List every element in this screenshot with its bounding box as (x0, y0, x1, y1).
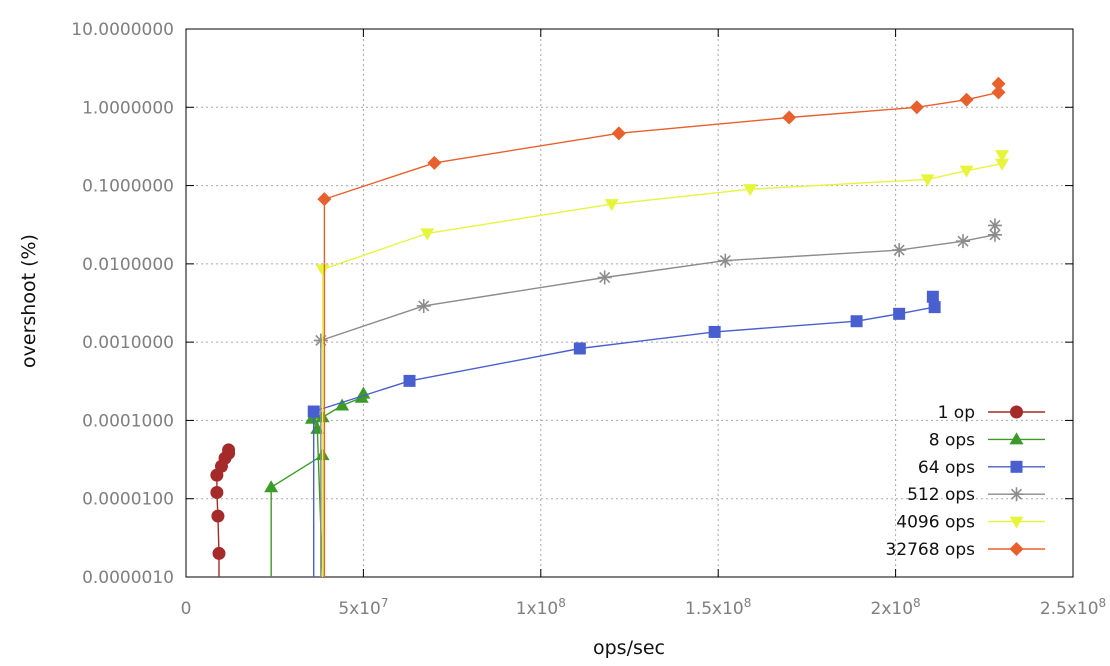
series-line (320, 225, 996, 577)
x-tick-label: 1.5x108 (685, 596, 751, 619)
data-point (959, 165, 974, 178)
series-4096-ops (315, 150, 1010, 577)
axes: 0 5x107 1x108 1.5x108 2x108 2.5x108 0.0000010 0… (71, 20, 1106, 619)
y-tick-label: 0.0001000 (82, 411, 174, 431)
x-tick-label: 1x108 (516, 596, 566, 619)
series-32768-ops (317, 76, 1006, 577)
data-point (987, 218, 1002, 233)
y-tick-label: 10.0000000 (71, 20, 174, 40)
legend-label: 1 op (938, 403, 975, 423)
x-tick-label: 0 (181, 599, 192, 619)
data-point (926, 290, 939, 303)
data-point (604, 199, 619, 212)
data-point (315, 264, 330, 277)
data-point (956, 234, 971, 249)
legend-marker (1010, 405, 1023, 419)
data-point (959, 92, 974, 107)
x-tick-label: 2.5x108 (1040, 596, 1106, 619)
data-point (416, 298, 431, 313)
data-series (210, 76, 1010, 578)
series-line (313, 296, 936, 577)
y-tick-label: 0.0000010 (82, 568, 174, 588)
plot-frame (185, 28, 1074, 578)
legend-marker (1009, 487, 1024, 502)
data-point (893, 307, 906, 320)
data-point (307, 405, 320, 418)
x-axis-label: ops/sec (593, 637, 665, 659)
data-point (991, 76, 1006, 91)
legend-label: 64 ops (918, 458, 975, 478)
data-point (403, 374, 416, 387)
legend-label: 32768 ops (885, 540, 975, 560)
series-line (270, 393, 365, 578)
x-tick-label: 2x108 (871, 596, 921, 619)
data-point (573, 342, 586, 355)
y-tick-label: 0.1000000 (82, 177, 174, 197)
y-tick-label: 1.0000000 (82, 98, 174, 118)
data-point (222, 443, 236, 457)
data-point (850, 315, 863, 328)
series-1-op (210, 443, 236, 577)
legend: 1 op 8 ops 64 ops 512 ops 4096 ops 32768 ops (885, 403, 1045, 560)
grid-lines (186, 29, 1073, 577)
data-point (743, 184, 758, 197)
y-axis-label: overshoot (%) (18, 234, 40, 368)
y-tick-label: 0.0010000 (82, 333, 174, 353)
data-point (313, 333, 328, 348)
data-point (210, 486, 224, 500)
data-point (892, 243, 907, 258)
legend-label: 512 ops (907, 485, 975, 505)
y-tick-label: 0.0000100 (82, 490, 174, 510)
data-point (987, 227, 1002, 242)
y-tick-label: 0.0100000 (82, 255, 174, 275)
legend-label: 4096 ops (896, 513, 975, 533)
series-512-ops (313, 218, 1002, 577)
data-point (597, 270, 612, 285)
legend-marker (1009, 516, 1024, 529)
data-point (356, 386, 371, 399)
data-point (264, 480, 279, 493)
data-point (211, 509, 225, 523)
series-64-ops (307, 290, 941, 577)
data-point (920, 174, 935, 187)
legend-marker (1009, 542, 1024, 556)
legend-marker (1009, 432, 1024, 445)
series-line (323, 83, 1000, 577)
data-point (427, 155, 442, 170)
data-point (782, 110, 797, 125)
data-point (995, 150, 1010, 163)
x-tick-label: 5x107 (338, 596, 388, 619)
data-point (995, 158, 1010, 171)
data-point (909, 100, 924, 115)
legend-label: 8 ops (929, 430, 975, 450)
data-point (212, 546, 226, 560)
data-point (611, 126, 626, 141)
data-point (708, 325, 721, 338)
data-point (718, 253, 733, 268)
data-point (317, 192, 332, 207)
data-point (420, 228, 435, 241)
data-point (928, 301, 941, 314)
data-point (335, 398, 350, 411)
data-point (991, 85, 1006, 100)
legend-marker (1010, 460, 1023, 473)
data-point (304, 411, 319, 424)
